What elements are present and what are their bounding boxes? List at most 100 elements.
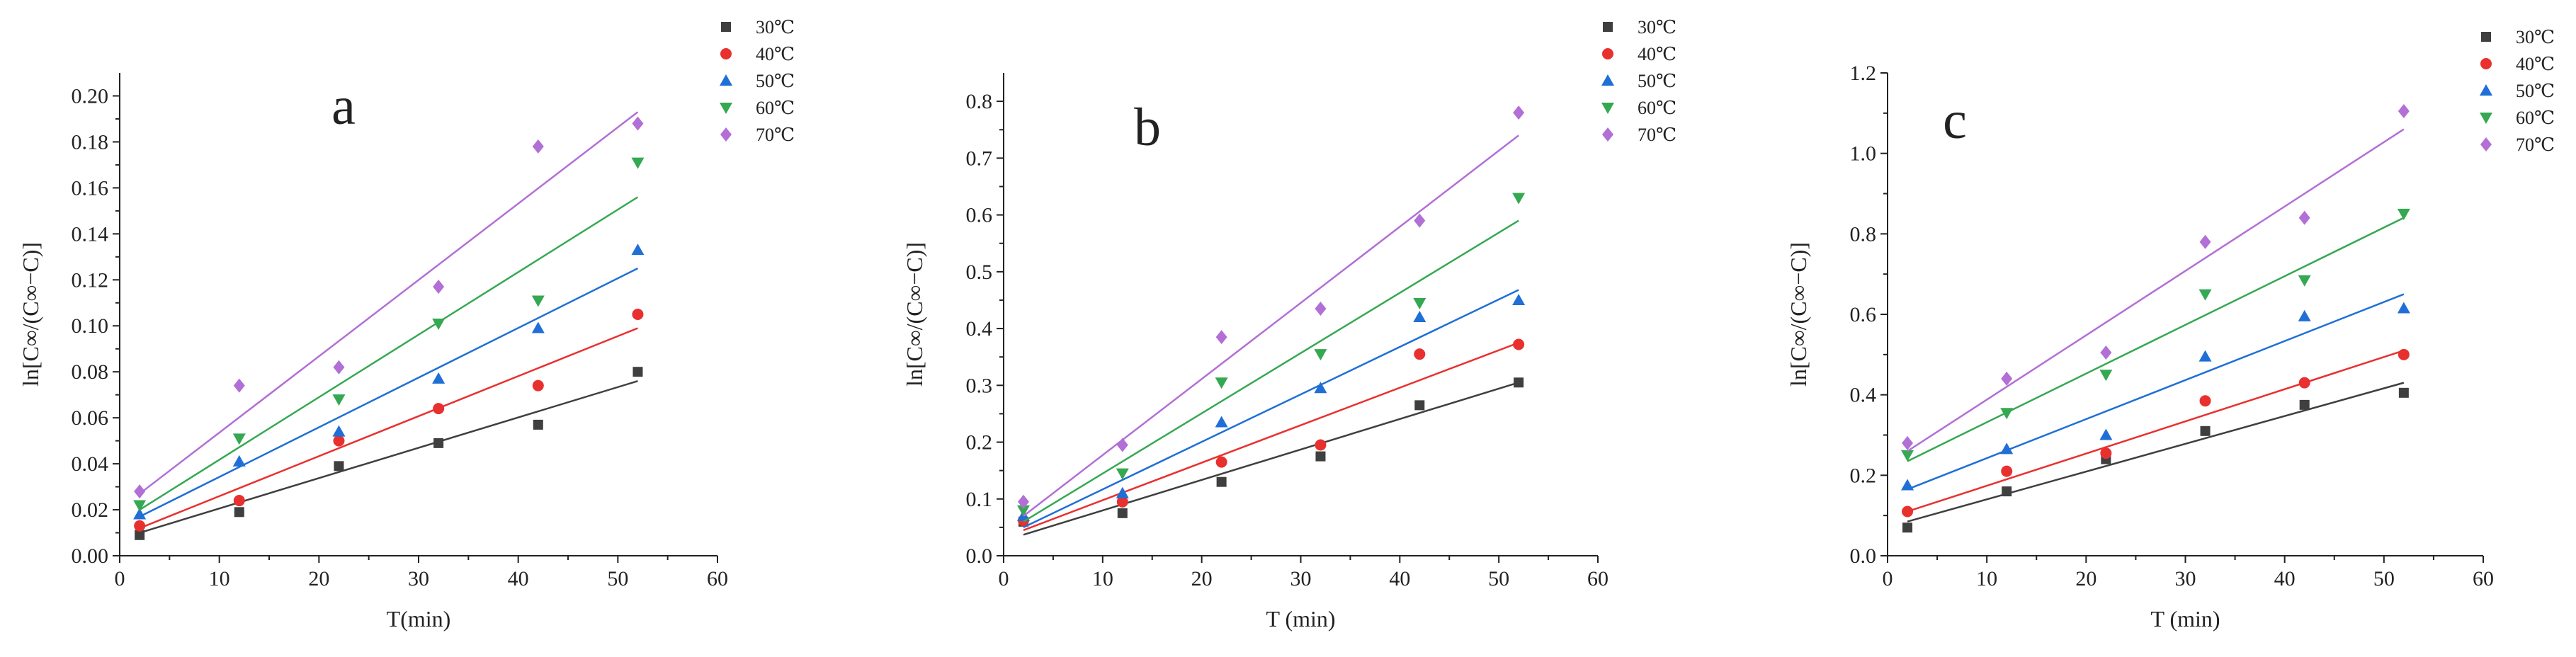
series-2 bbox=[1901, 293, 2410, 491]
legend-label: 50℃ bbox=[756, 71, 795, 91]
legend-marker bbox=[1603, 22, 1613, 32]
data-point bbox=[1902, 522, 1913, 533]
series-4 bbox=[1017, 105, 1525, 517]
legend-marker bbox=[2480, 58, 2492, 69]
fit-line bbox=[139, 327, 638, 530]
y-tick-label: 0.7 bbox=[966, 147, 993, 170]
y-tick-label: 0.1 bbox=[966, 488, 993, 511]
data-point bbox=[1117, 508, 1128, 518]
series-1 bbox=[1017, 338, 1525, 532]
legend-label: 30℃ bbox=[756, 17, 795, 38]
fit-line bbox=[1907, 128, 2405, 452]
data-point bbox=[433, 280, 445, 295]
data-point bbox=[1514, 377, 1524, 388]
x-tick-label: 60 bbox=[2473, 567, 2494, 590]
data-point bbox=[1315, 451, 1326, 462]
data-point bbox=[2002, 486, 2012, 497]
fit-line bbox=[1023, 135, 1519, 517]
data-point bbox=[133, 500, 147, 512]
chart-panel-b: 0 10 20 30 40 50 60 0.0 0.1 0.2 0.3 0.4 0.5 0.6 0.7 0.8… bbox=[902, 17, 1676, 632]
x-tick-label: 20 bbox=[308, 567, 329, 590]
y-tick-label: 0.08 bbox=[72, 360, 109, 384]
y-tick-label: 0.8 bbox=[1850, 222, 1877, 246]
data-point bbox=[1901, 479, 1914, 491]
fit-line bbox=[139, 379, 638, 534]
legend-marker bbox=[2480, 113, 2492, 124]
data-point bbox=[232, 455, 246, 467]
data-point bbox=[1216, 476, 1227, 487]
y-tick-label: 0.6 bbox=[966, 204, 993, 227]
data-point bbox=[2100, 345, 2112, 360]
y-tick-label: 0.2 bbox=[966, 431, 993, 455]
legend-marker bbox=[1601, 74, 1614, 86]
data-point bbox=[2199, 395, 2211, 407]
data-point bbox=[1414, 213, 1426, 228]
data-point bbox=[532, 379, 544, 392]
y-tick-label: 0.16 bbox=[72, 176, 109, 200]
legend-marker bbox=[1602, 127, 1613, 142]
legend-marker bbox=[2481, 32, 2491, 42]
legend-marker bbox=[2480, 137, 2492, 152]
x-tick-label: 30 bbox=[2175, 567, 2196, 590]
data-point bbox=[531, 295, 545, 307]
legend-label: 40℃ bbox=[2516, 54, 2555, 74]
data-point bbox=[2198, 289, 2212, 301]
legend-label: 50℃ bbox=[2516, 81, 2555, 101]
legend-marker bbox=[2480, 84, 2492, 96]
y-tick-label: 0.20 bbox=[72, 84, 109, 108]
data-point bbox=[1215, 416, 1228, 428]
y-tick-label: 0.8 bbox=[966, 90, 993, 113]
data-point bbox=[1414, 400, 1425, 411]
fit-line bbox=[1023, 382, 1519, 536]
legend-label: 50℃ bbox=[1638, 71, 1676, 91]
data-point bbox=[1116, 486, 1129, 498]
legend: 30℃ 40℃ 50℃ 60℃ 70℃ bbox=[2480, 27, 2555, 155]
series-4 bbox=[1902, 103, 2410, 452]
data-point bbox=[1315, 301, 1327, 316]
y-tick-label: 0.06 bbox=[72, 406, 109, 430]
data-point bbox=[1901, 450, 1914, 462]
data-point bbox=[531, 321, 545, 333]
data-point bbox=[1513, 338, 1525, 350]
data-point bbox=[632, 309, 644, 320]
data-point bbox=[233, 378, 245, 393]
legend-marker bbox=[720, 127, 732, 142]
data-point bbox=[332, 425, 346, 437]
chart-panel-a: 0 10 20 30 40 50 60 0.00 0.02 0.04 0.06 0.08 0.10 0.1… bbox=[18, 17, 795, 632]
data-point bbox=[133, 508, 147, 520]
x-axis-label: T (min) bbox=[2150, 606, 2220, 632]
legend-label: 60℃ bbox=[756, 98, 795, 118]
y-tick-label: 0.10 bbox=[72, 314, 109, 338]
data-point bbox=[333, 360, 345, 375]
data-point bbox=[232, 433, 246, 445]
y-axis-label: ln[C∞/(C∞−C)] bbox=[902, 242, 927, 387]
series-1 bbox=[134, 309, 644, 532]
data-point bbox=[234, 507, 244, 518]
data-point bbox=[334, 461, 344, 472]
data-point bbox=[134, 520, 146, 532]
fit-line bbox=[1907, 293, 2405, 491]
y-tick-label: 0.2 bbox=[1850, 464, 1877, 487]
y-axis-label: ln[C∞/(C∞−C)] bbox=[1786, 242, 1811, 387]
y-tick-label: 0.4 bbox=[966, 317, 993, 341]
panel-label: a bbox=[331, 76, 356, 136]
data-point bbox=[2099, 428, 2113, 440]
x-tick-label: 40 bbox=[2274, 567, 2296, 590]
data-point bbox=[2398, 103, 2410, 118]
x-tick-label: 0 bbox=[115, 567, 125, 590]
data-point bbox=[2397, 302, 2410, 314]
data-point bbox=[1902, 435, 1914, 450]
series-2 bbox=[1016, 289, 1526, 529]
legend-marker bbox=[720, 74, 732, 86]
data-point bbox=[2398, 387, 2409, 398]
data-point bbox=[2199, 234, 2211, 249]
data-point bbox=[2397, 208, 2410, 220]
y-tick-label: 0.5 bbox=[966, 261, 993, 284]
series-2 bbox=[133, 244, 645, 520]
data-point bbox=[2000, 442, 2014, 455]
legend-label: 30℃ bbox=[1638, 17, 1676, 38]
data-point bbox=[1513, 105, 1525, 120]
series-3 bbox=[133, 157, 645, 512]
y-tick-label: 0.18 bbox=[72, 130, 109, 154]
data-point bbox=[533, 419, 543, 430]
